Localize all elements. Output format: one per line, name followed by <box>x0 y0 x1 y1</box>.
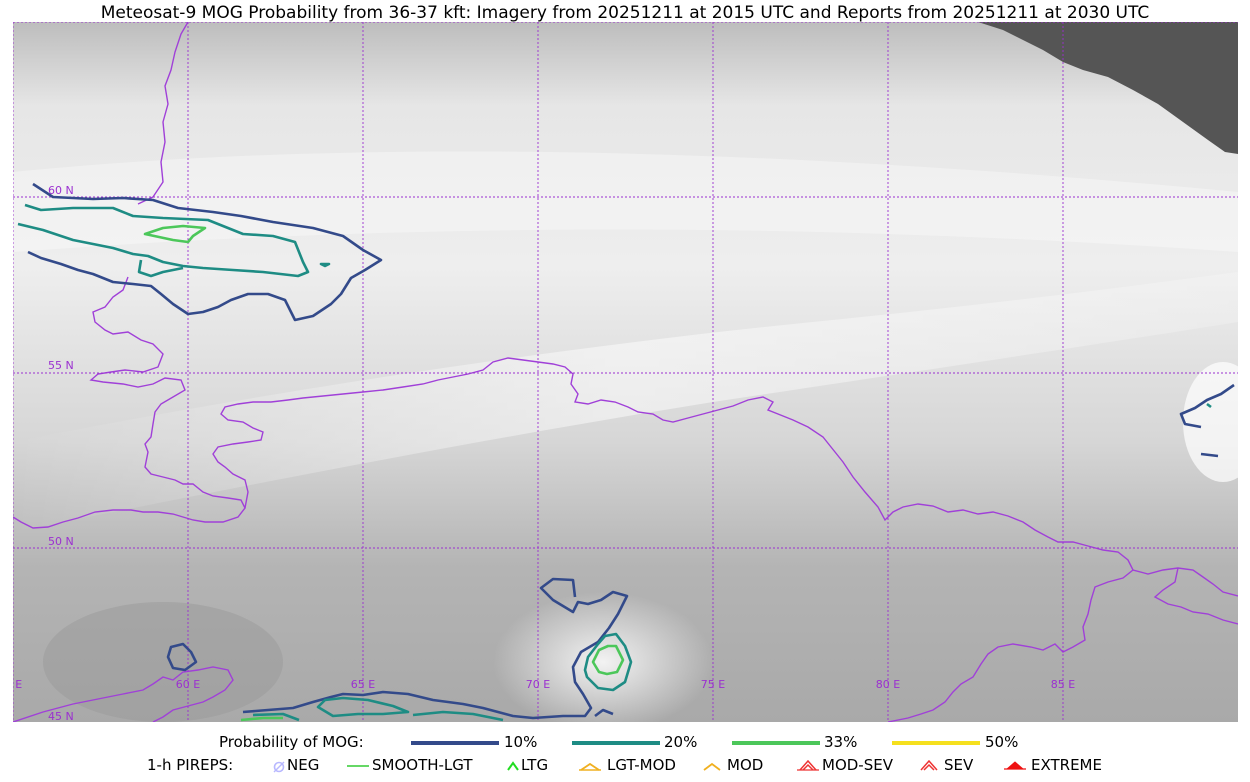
prob-50-label: 50% <box>985 733 1019 751</box>
mod-caret-icon <box>703 762 721 771</box>
prob-20-swatch <box>572 741 660 745</box>
satellite-map: 60 N 55 N 50 N 45 N 55 E 60 E 65 E 70 E … <box>13 22 1238 722</box>
prob-33-swatch <box>732 741 820 745</box>
prob-33-label: 33% <box>824 733 858 751</box>
pirep-legend: 1-h PIREPS: NEG SMOOTH-LGT LTG LGT-MOD M… <box>0 756 1250 778</box>
pirep-extreme-label: EXTREME <box>1031 756 1102 774</box>
lat-label: 60 N <box>48 184 74 197</box>
lat-label: 55 N <box>48 359 74 372</box>
cloud-band <box>13 272 1238 532</box>
prob-20-label: 20% <box>664 733 698 751</box>
pirep-neg-label: NEG <box>287 756 320 774</box>
lon-label: 75 E <box>701 678 725 691</box>
pirep-ltg-label: LTG <box>521 756 549 774</box>
smooth-lgt-line-icon <box>347 765 369 767</box>
extreme-caret-icon <box>1004 761 1026 770</box>
lon-label: 80 E <box>876 678 900 691</box>
lat-label: 45 N <box>48 710 74 722</box>
lgt-mod-caret-icon <box>579 762 601 771</box>
lon-label: 65 E <box>351 678 375 691</box>
pirep-legend-title: 1-h PIREPS: <box>147 756 234 774</box>
sev-caret-icon <box>920 759 938 771</box>
lon-label: 70 E <box>526 678 550 691</box>
lon-label: 85 E <box>1051 678 1075 691</box>
country-borders <box>13 22 1238 722</box>
prob-10-label: 10% <box>504 733 538 751</box>
pirep-mod-label: MOD <box>727 756 764 774</box>
pirep-sev-label: SEV <box>944 756 974 774</box>
contour-33pct <box>143 224 625 722</box>
lat-lon-grid <box>13 22 1238 722</box>
neg-circle-icon <box>273 761 285 773</box>
map-title: Meteosat-9 MOG Probability from 36-37 kf… <box>100 3 1150 23</box>
cloud-swirl <box>43 602 283 722</box>
cloud-band <box>13 151 1238 252</box>
contour-10pct <box>27 182 1235 720</box>
ltg-caret-icon <box>507 761 519 771</box>
prob-10-swatch <box>411 741 499 745</box>
nodata-region <box>978 22 1238 154</box>
prob-50-swatch <box>892 741 980 745</box>
contour-20pct <box>17 203 1212 722</box>
probability-legend: Probability of MOG: 10% 20% 33% 50% <box>0 733 1250 753</box>
cloud-swirl <box>493 592 713 722</box>
pirep-smooth-lgt-label: SMOOTH-LGT <box>372 756 473 774</box>
prob-legend-title: Probability of MOG: <box>219 733 364 751</box>
lon-label: 60 E <box>176 678 200 691</box>
lat-label: 50 N <box>48 535 74 548</box>
pirep-lgt-mod-label: LGT-MOD <box>607 756 676 774</box>
lon-label: 55 E <box>13 678 22 691</box>
pirep-mod-sev-label: MOD-SEV <box>822 756 893 774</box>
mod-sev-caret-icon <box>797 759 819 771</box>
